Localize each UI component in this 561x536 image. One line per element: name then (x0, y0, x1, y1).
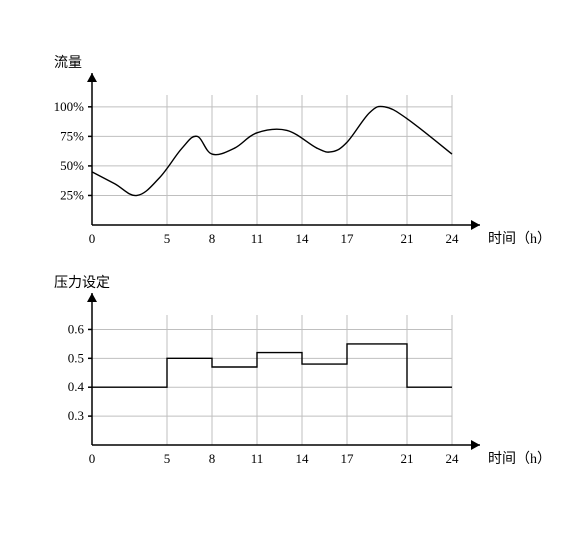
flow-chart-x-tick-label: 24 (446, 231, 460, 246)
flow-chart-x-tick-label: 5 (164, 231, 171, 246)
pressure-chart-y-tick-label: 0.4 (68, 379, 85, 394)
pressure-chart-x-tick-label: 21 (401, 451, 414, 466)
pressure-chart-x-tick-label: 11 (251, 451, 264, 466)
flow-chart-x-tick-label: 17 (341, 231, 355, 246)
pressure-chart: 0.3 0.4 0.5 0.6 0 5 8 11 14 17 21 24 压力设定时间（h） (54, 275, 551, 467)
flow-chart-x-tick-label: 21 (401, 231, 414, 246)
flow-chart-y-tick-label: 75% (60, 128, 84, 143)
pressure-chart-x-tick-label: 24 (446, 451, 460, 466)
flow-chart-y-tick-label: 100% (54, 99, 85, 114)
pressure-chart-y-title: 压力设定 (54, 275, 110, 291)
flow-chart-x-tick-label: 8 (209, 231, 216, 246)
pressure-chart-series (92, 344, 452, 387)
pressure-chart-x-tick-label: 0 (89, 451, 96, 466)
flow-chart-y-tick-label: 50% (60, 158, 84, 173)
flow-chart-x-tick-label: 11 (251, 231, 264, 246)
flow-chart-y-tick-label: 25% (60, 187, 84, 202)
pressure-chart-x-tick-label: 14 (296, 451, 310, 466)
flow-chart-y-title: 流量 (54, 55, 82, 71)
flow-chart-x-tick-label: 0 (89, 231, 96, 246)
pressure-chart-x-tick-label: 8 (209, 451, 216, 466)
flow-chart-series (92, 106, 452, 195)
pressure-chart-x-tick-label: 17 (341, 451, 355, 466)
pressure-chart-x-tick-label: 5 (164, 451, 171, 466)
pressure-chart-y-tick-label: 0.5 (68, 350, 84, 365)
dual-chart-figure: 25%50%75%100%0581114172124流量时间（h）0.30.40… (0, 0, 561, 536)
flow-chart: 25% 50% 75% 100% 0 5 8 11 14 17 21 24 流量时间（h） (54, 55, 551, 247)
pressure-chart-x-title: 时间（h） (488, 451, 551, 467)
flow-chart-x-title: 时间（h） (488, 231, 551, 247)
flow-chart-x-tick-label: 14 (296, 231, 310, 246)
pressure-chart-y-tick-label: 0.3 (68, 408, 84, 423)
pressure-chart-y-tick-label: 0.6 (68, 321, 85, 336)
